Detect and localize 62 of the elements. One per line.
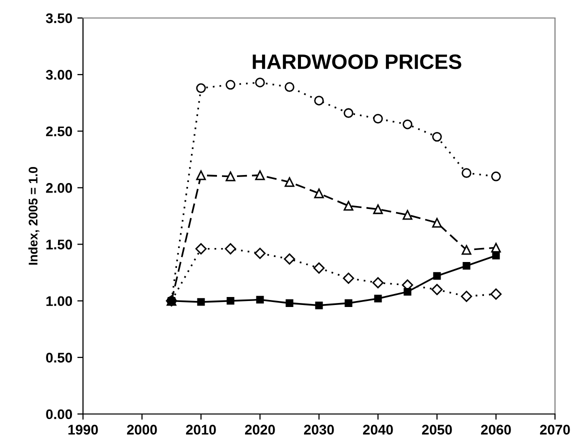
point xyxy=(462,168,472,178)
point xyxy=(197,298,205,306)
point xyxy=(224,243,236,254)
point xyxy=(373,114,383,124)
point xyxy=(313,262,325,274)
point xyxy=(344,108,354,118)
x-tick-label: 2020 xyxy=(245,424,275,435)
x-tick-label: 2070 xyxy=(540,424,570,435)
point xyxy=(284,177,294,187)
point xyxy=(344,299,352,307)
y-tick-label: 2.00 xyxy=(46,183,72,193)
point xyxy=(492,252,500,260)
x-tick-label: 1990 xyxy=(68,424,98,435)
y-tick-label: 0.50 xyxy=(46,352,72,363)
point xyxy=(226,297,234,305)
point xyxy=(373,204,383,214)
point xyxy=(433,272,441,280)
x-tick-label: 2000 xyxy=(127,424,157,435)
point xyxy=(315,302,323,310)
y-axis-title: Index, 2005 = 1.0 xyxy=(28,166,40,265)
point xyxy=(491,242,501,253)
x-tick-label: 2030 xyxy=(304,424,334,435)
point xyxy=(195,243,207,254)
x-tick-label: 2050 xyxy=(422,424,452,435)
point xyxy=(431,284,443,296)
point xyxy=(372,277,384,288)
point xyxy=(255,170,265,180)
point xyxy=(344,200,354,211)
point xyxy=(314,188,324,198)
point xyxy=(226,172,236,182)
y-tick-label: 3.50 xyxy=(46,13,72,24)
point xyxy=(402,210,412,220)
y-tick-label: 1.00 xyxy=(46,296,72,306)
y-tick-label: 3.00 xyxy=(46,70,72,80)
point xyxy=(374,294,382,302)
point xyxy=(490,288,502,300)
point xyxy=(404,288,412,296)
point xyxy=(462,262,470,270)
point xyxy=(255,78,265,88)
point xyxy=(314,96,324,106)
point xyxy=(254,248,266,259)
point xyxy=(342,272,354,284)
point xyxy=(432,218,442,228)
point xyxy=(196,170,206,180)
point xyxy=(284,82,294,92)
y-tick-label: 1.50 xyxy=(46,240,72,250)
x-tick-label: 2040 xyxy=(363,424,393,435)
x-tick-label: 2060 xyxy=(481,424,511,435)
point xyxy=(226,80,236,90)
x-tick-label: 2010 xyxy=(186,424,216,435)
point xyxy=(286,299,294,307)
text: HARDWOOD PRICES xyxy=(252,54,462,70)
point xyxy=(402,119,412,130)
point xyxy=(432,132,442,142)
point xyxy=(491,172,501,182)
y-tick-label: 2.50 xyxy=(46,126,72,136)
point xyxy=(462,245,472,255)
point xyxy=(196,83,206,94)
point xyxy=(460,290,472,302)
point xyxy=(284,253,296,265)
point xyxy=(256,296,264,304)
y-tick-label: 0.00 xyxy=(46,409,72,420)
